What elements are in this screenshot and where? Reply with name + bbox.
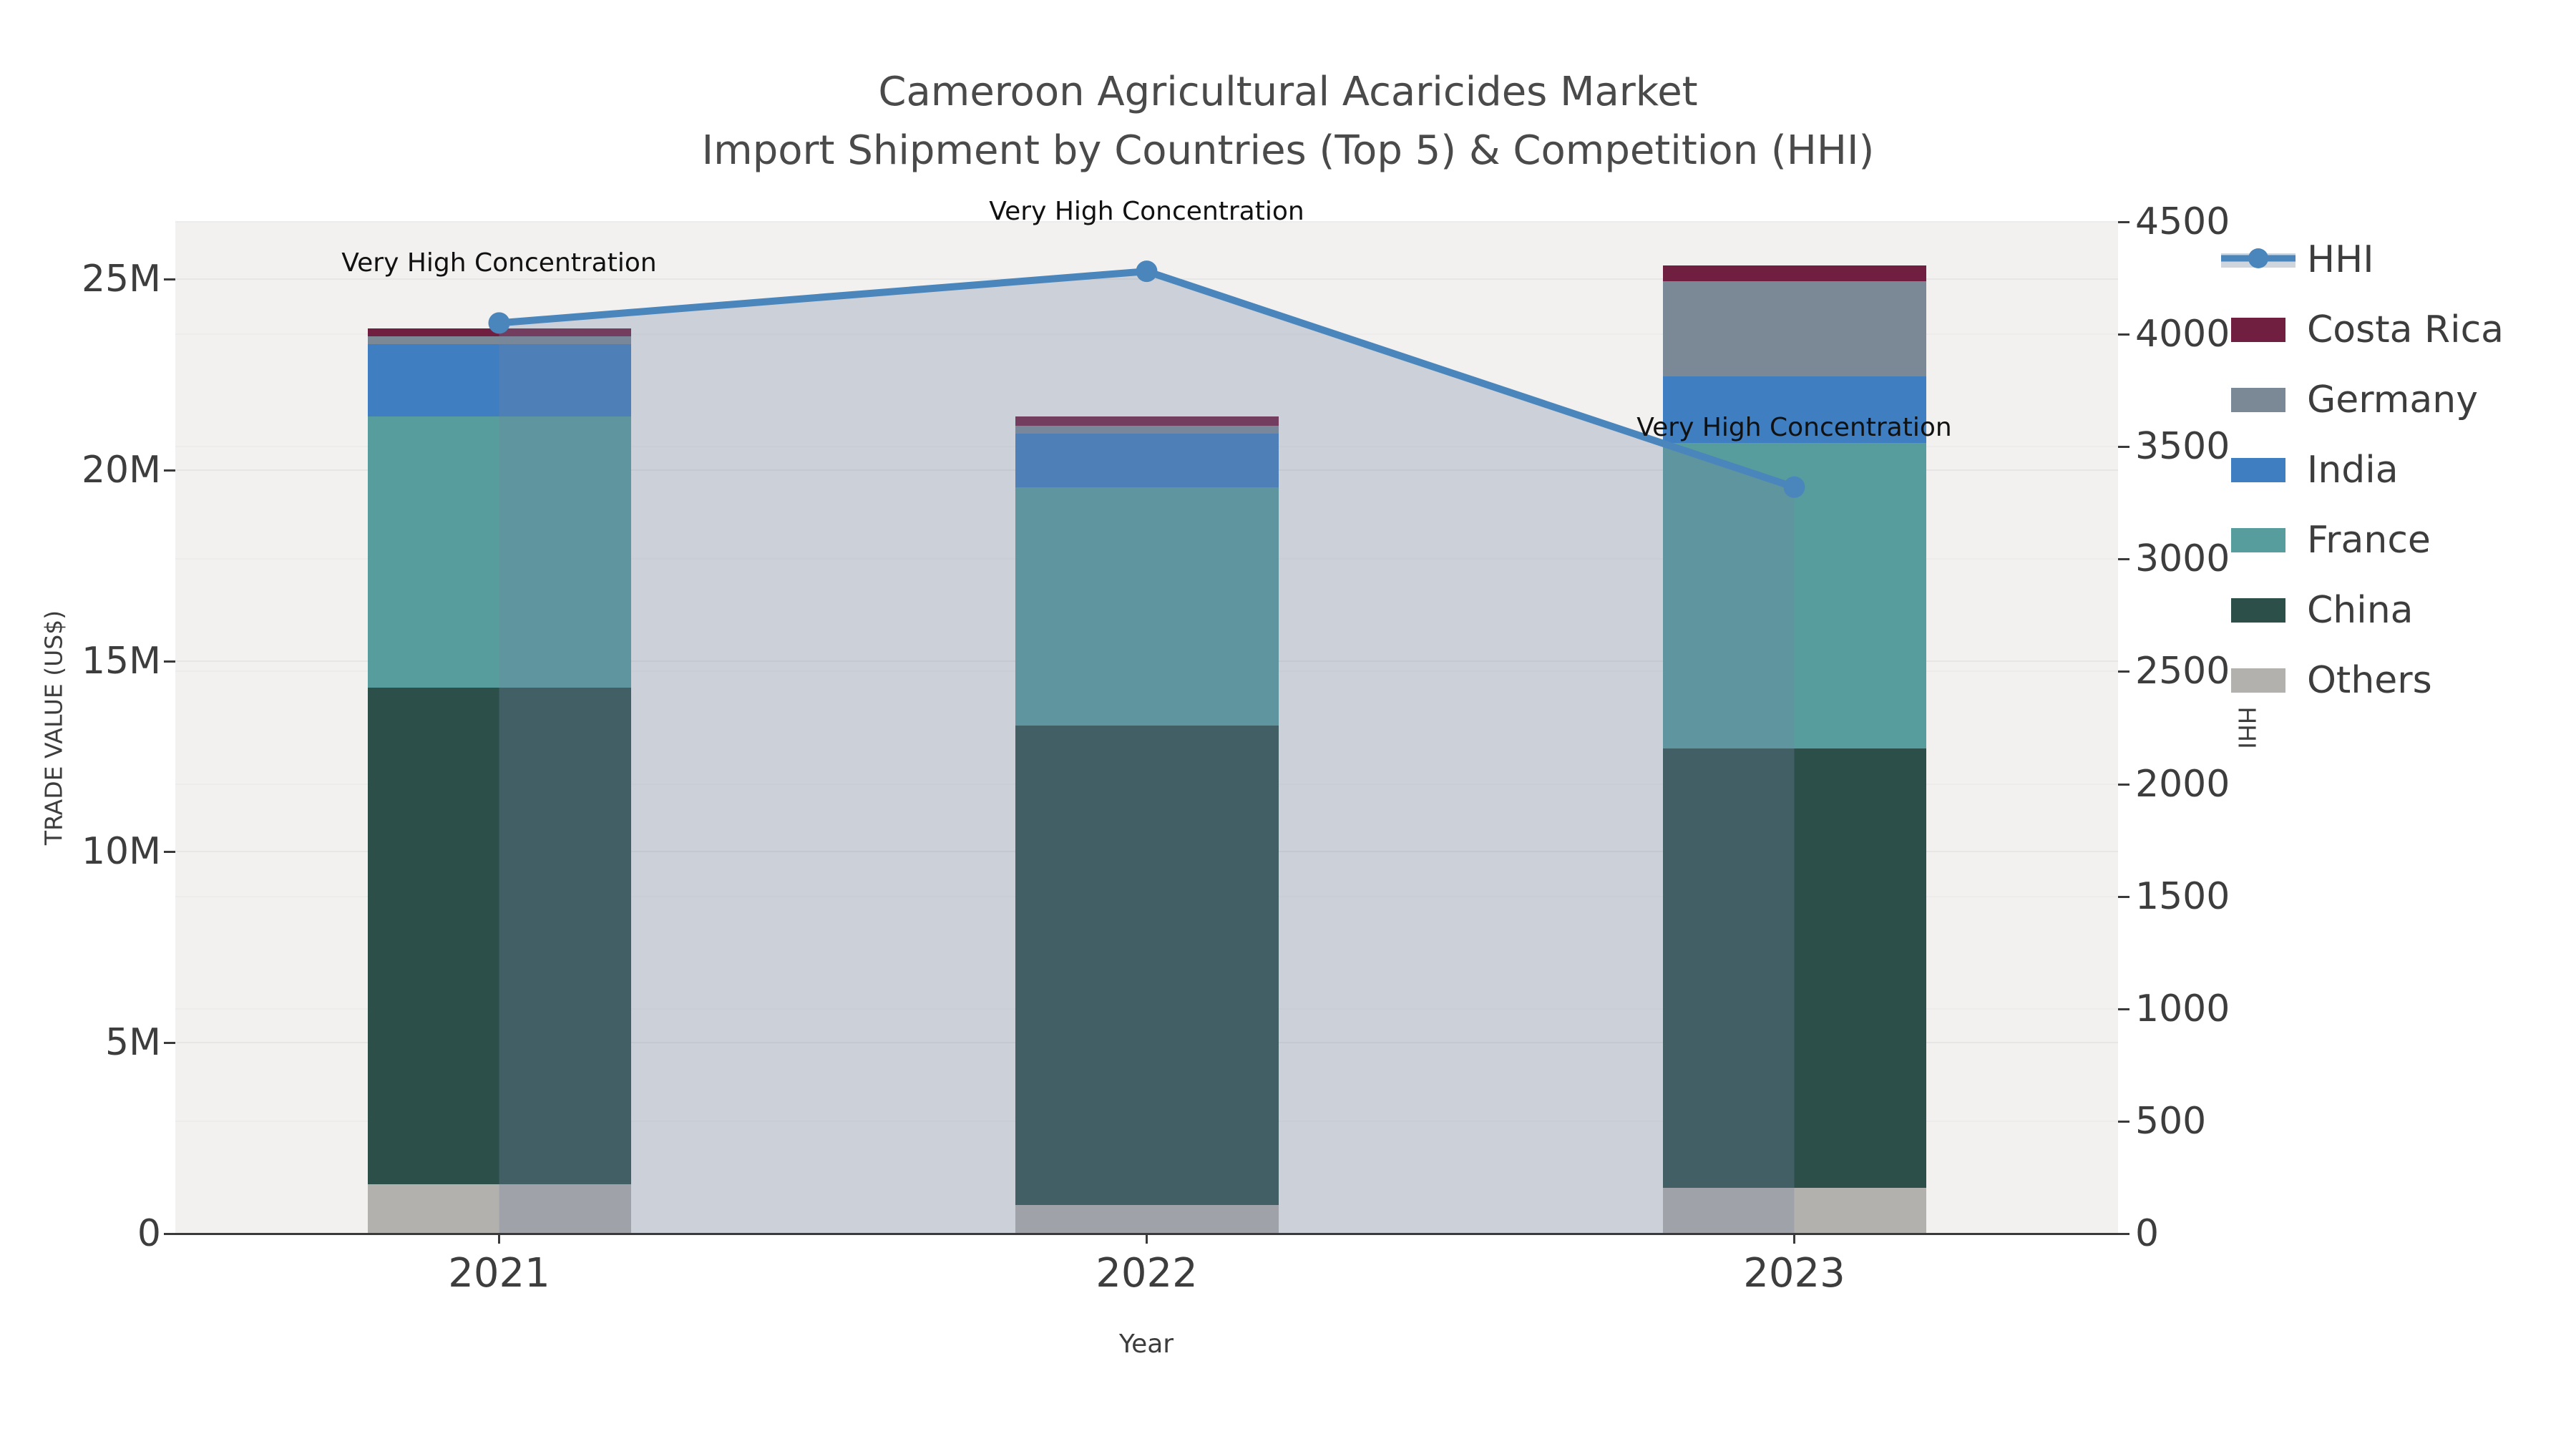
bar-segment-india	[1015, 434, 1279, 487]
x-tick-mark	[1146, 1235, 1148, 1244]
right-tick-label: 2500	[2135, 650, 2230, 693]
hhi-line-overlay	[488, 260, 1805, 1234]
right-tick-label: 0	[2135, 1212, 2160, 1255]
legend-label: Germany	[2307, 379, 2479, 421]
bar-segment-india	[367, 343, 631, 417]
legend-item-france: France	[2221, 515, 2431, 565]
legend-item-hhi: HHI	[2221, 235, 2374, 285]
left-tick-label: 5M	[105, 1021, 161, 1065]
bar-segment-costa-rica	[1015, 416, 1279, 426]
chart-title-line1: Cameroon Agricultural Acaricides Market	[878, 69, 1698, 115]
right-tick-label: 500	[2135, 1099, 2207, 1143]
right-tick-mark	[2118, 1120, 2129, 1123]
right-tick-label: 4500	[2135, 200, 2230, 243]
bar-segment-china	[367, 687, 631, 1184]
bar-segment-others	[1015, 1204, 1279, 1234]
right-tick-mark	[2118, 1008, 2129, 1010]
legend-label: HHI	[2307, 238, 2374, 281]
hhi-marker-2021	[488, 312, 510, 334]
bar-segment-others	[367, 1184, 631, 1234]
x-tick-mark	[498, 1235, 500, 1244]
bar-segment-china	[1662, 748, 1926, 1188]
right-tick-mark	[2118, 895, 2129, 898]
legend-swatch-icon	[2231, 598, 2285, 623]
right-tick-label: 1000	[2135, 987, 2230, 1030]
left-tick-label: 0	[137, 1212, 161, 1255]
x-tick-mark	[1793, 1235, 1795, 1244]
legend-swatch-icon	[2231, 668, 2285, 693]
right-tick-label: 1500	[2135, 874, 2230, 918]
left-tick-mark	[164, 1233, 175, 1235]
right-tick-mark	[2118, 221, 2129, 223]
hhi-marker-2022	[1136, 260, 1158, 283]
legend-label: China	[2307, 589, 2414, 632]
right-tick-label: 2000	[2135, 762, 2230, 806]
legend-swatch-icon	[2231, 528, 2285, 552]
bar-segment-costa-rica	[1662, 265, 1926, 281]
right-tick-mark	[2118, 558, 2129, 561]
right-axis-title: HHI	[2233, 706, 2261, 749]
x-tick-label-2022: 2022	[1096, 1250, 1198, 1297]
left-tick-label: 25M	[81, 258, 161, 301]
x-tick-label-2023: 2023	[1743, 1250, 1845, 1297]
legend-swatch-icon	[2231, 388, 2285, 412]
legend-item-china: China	[2221, 585, 2414, 635]
annotation-2022: Very High Concentration	[989, 197, 1304, 227]
right-tick-mark	[2118, 446, 2129, 449]
left-tick-label: 15M	[81, 639, 161, 683]
hhi-legend-glyph-icon	[2221, 248, 2296, 268]
bar-segment-germany	[367, 336, 631, 344]
right-tick-mark	[2118, 1233, 2129, 1235]
left-tick-mark	[164, 851, 175, 854]
legend-label: India	[2307, 449, 2399, 492]
x-axis-title: Year	[1118, 1330, 1174, 1359]
x-tick-label-2021: 2021	[448, 1250, 550, 1297]
right-tick-label: 4000	[2135, 313, 2230, 356]
right-tick-label: 3000	[2135, 537, 2230, 581]
legend-label: Others	[2307, 659, 2432, 702]
legend-item-others: Others	[2221, 655, 2432, 706]
right-tick-mark	[2118, 783, 2129, 786]
bar-segment-india	[1662, 376, 1926, 444]
legend-item-germany: Germany	[2221, 375, 2478, 425]
chart-title: Cameroon Agricultural Acaricides Market …	[0, 63, 2576, 180]
legend-item-india: India	[2221, 445, 2399, 495]
legend-swatch-icon	[2231, 318, 2285, 342]
gridline-right-axis	[175, 333, 2118, 336]
bar-segment-france	[367, 416, 631, 688]
bar-segment-france	[1015, 487, 1279, 726]
gridline-right-axis	[175, 221, 2118, 223]
bar-segment-germany	[1662, 280, 1926, 377]
bar-segment-germany	[1015, 426, 1279, 434]
right-tick-mark	[2118, 333, 2129, 336]
legend-label: Costa Rica	[2307, 308, 2504, 351]
left-tick-label: 10M	[81, 830, 161, 874]
legend-label: France	[2307, 519, 2431, 562]
left-tick-mark	[164, 660, 175, 663]
bar-segment-china	[1015, 726, 1279, 1205]
annotation-2021: Very High Concentration	[341, 248, 657, 278]
hhi-area-fill	[499, 271, 1795, 1234]
chart-title-line2: Import Shipment by Countries (Top 5) & C…	[701, 127, 1875, 174]
annotation-2023: Very High Concentration	[1636, 412, 1952, 442]
plot-area	[175, 221, 2118, 1234]
right-tick-mark	[2118, 670, 2129, 673]
x-axis-spine	[175, 1233, 2119, 1235]
left-tick-mark	[164, 278, 175, 281]
legend-item-costa-rica: Costa Rica	[2221, 305, 2504, 355]
bar-segment-others	[1662, 1187, 1926, 1234]
right-tick-label: 3500	[2135, 425, 2230, 469]
left-tick-label: 20M	[81, 448, 161, 492]
hhi-marker-2023	[1783, 476, 1805, 498]
left-tick-mark	[164, 469, 175, 472]
left-tick-mark	[164, 1042, 175, 1045]
legend-swatch-icon	[2231, 458, 2285, 482]
